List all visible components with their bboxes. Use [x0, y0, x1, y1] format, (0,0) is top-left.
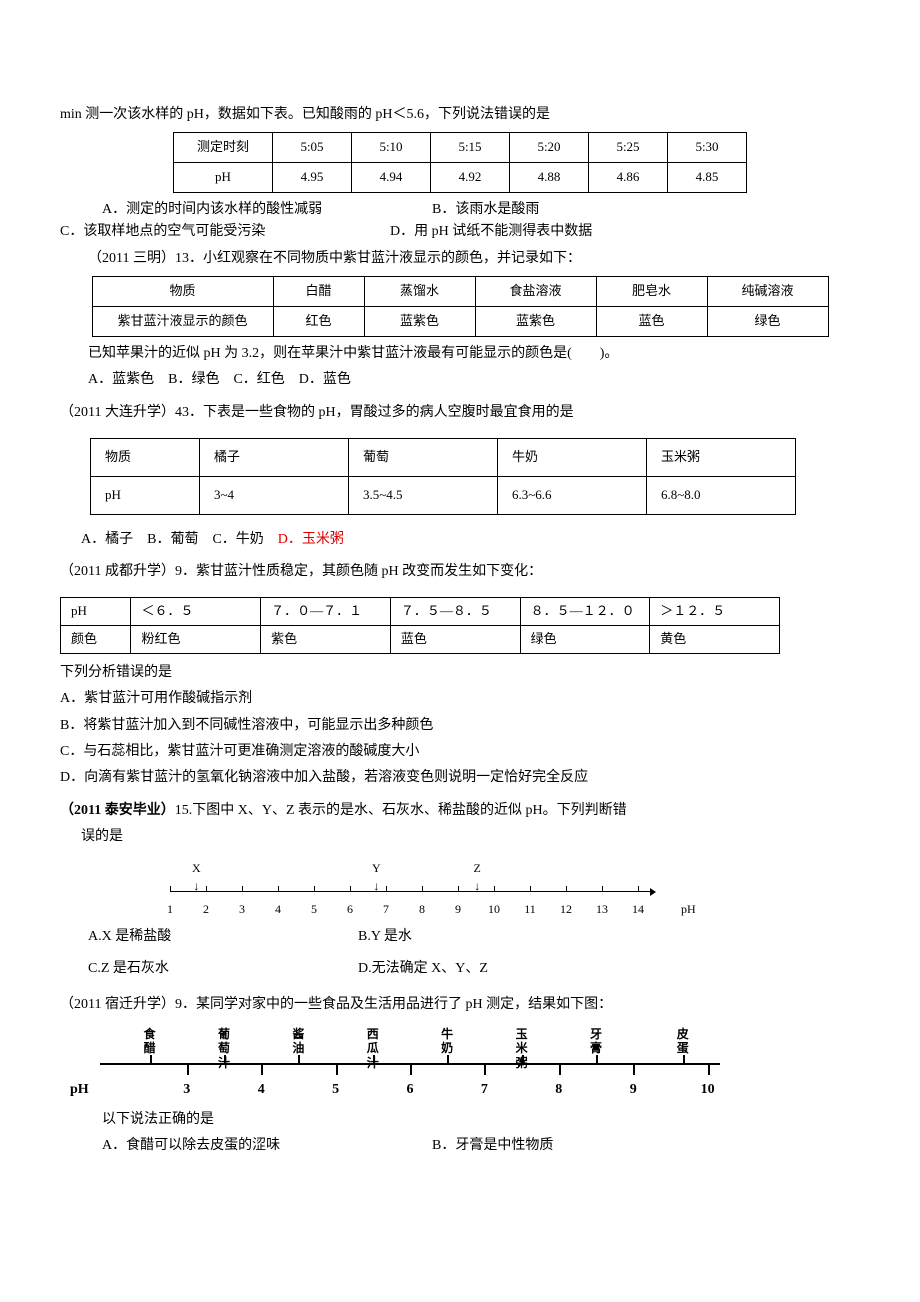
- cell: 3.5~4.5: [349, 476, 498, 514]
- cell: 绿色: [707, 306, 828, 336]
- q3-stem: （2011 大连升学）43．下表是一些食物的 pH，胃酸过多的病人空腹时最宜食用…: [60, 402, 860, 424]
- q5-D: D.无法确定 X、Y、Z: [358, 958, 588, 980]
- q6-opts: A．食醋可以除去皮蛋的涩味 B．牙膏是中性物质: [60, 1135, 860, 1157]
- cell: 物质: [91, 438, 200, 476]
- table-row: pH 4.95 4.94 4.92 4.88 4.86 4.85: [174, 163, 747, 193]
- cell: 4.94: [352, 163, 431, 193]
- cell: 牛奶: [498, 438, 647, 476]
- xyz-chart: XYZ ↓↓↓ 1234567891011121314pH: [170, 859, 650, 916]
- table-row: pH 3~4 3.5~4.5 6.3~6.6 6.8~8.0: [91, 476, 796, 514]
- cell: 蓝紫色: [364, 306, 475, 336]
- cell: 测定时刻: [174, 133, 273, 163]
- cell: 4.85: [668, 163, 747, 193]
- q2-line2: 已知苹果汁的近似 pH 为 3.2，则在苹果汁中紫甘蓝汁液最有可能显示的颜色是(…: [60, 343, 860, 365]
- q4-table: pH ＜６．５ ７．０—７．１ ７．５—８．５ ８．５—１２．０ ＞１２．５ 颜…: [60, 597, 780, 654]
- q5-B: B.Y 是水: [358, 926, 588, 948]
- q4-B: B．将紫甘蓝汁加入到不同碱性溶液中，可能显示出多种颜色: [60, 715, 860, 737]
- q3-opts-abc: A．橘子 B．葡萄 C．牛奶: [81, 532, 278, 547]
- cell: pH: [174, 163, 273, 193]
- table-row: 物质 橘子 葡萄 牛奶 玉米粥: [91, 438, 796, 476]
- cell: 颜色: [61, 626, 131, 654]
- q5-opts: A.X 是稀盐酸 B.Y 是水 C.Z 是石灰水 D.无法确定 X、Y、Z: [88, 926, 860, 981]
- cell: 粉红色: [131, 626, 261, 654]
- cell: 5:30: [668, 133, 747, 163]
- q1-opts-row1: A．测定的时间内该水样的酸性减弱 B．该雨水是酸雨: [60, 199, 860, 221]
- q5-stem: （2011 泰安毕业）15.下图中 X、Y、Z 表示的是水、石灰水、稀盐酸的近似…: [60, 800, 860, 822]
- q6-A: A．食醋可以除去皮蛋的涩味: [102, 1135, 432, 1157]
- ph-label: pH: [70, 1079, 89, 1101]
- q5-stem-c: 误的是: [60, 826, 860, 848]
- cell: 红色: [273, 306, 364, 336]
- table-row: 测定时刻 5:05 5:10 5:15 5:20 5:25 5:30: [174, 133, 747, 163]
- cell: 绿色: [520, 626, 650, 654]
- q1-optC: C．该取样地点的空气可能受污染: [60, 221, 390, 243]
- q6-lead: 以下说法正确的是: [60, 1109, 860, 1131]
- table-row: 物质 白醋 蒸馏水 食盐溶液 肥皂水 纯碱溶液: [92, 277, 828, 307]
- cell: ７．０—７．１: [261, 598, 391, 626]
- q5-C: C.Z 是石灰水: [88, 958, 318, 980]
- q3-optD: D．玉米粥: [278, 532, 344, 547]
- cell: 蓝紫色: [475, 306, 596, 336]
- table-row: 颜色 粉红色 紫色 蓝色 绿色 黄色: [61, 626, 780, 654]
- q4-A: A．紫甘蓝汁可用作酸碱指示剂: [60, 688, 860, 710]
- cell: 5:15: [431, 133, 510, 163]
- q1-optB: B．该雨水是酸雨: [432, 199, 539, 221]
- cell: 6.8~8.0: [647, 476, 796, 514]
- cell: ８．５—１２．０: [520, 598, 650, 626]
- q2-table: 物质 白醋 蒸馏水 食盐溶液 肥皂水 纯碱溶液 紫甘蓝汁液显示的颜色 红色 蓝紫…: [92, 276, 829, 337]
- cell: ＞１２．５: [650, 598, 780, 626]
- cell: 黄色: [650, 626, 780, 654]
- q5-stem-a: （2011 泰安毕业）: [60, 803, 175, 818]
- cell: 紫色: [261, 626, 391, 654]
- q2-stem: （2011 三明）13．小红观察在不同物质中紫甘蓝汁液显示的颜色，并记录如下：: [60, 248, 860, 270]
- cell: 食盐溶液: [475, 277, 596, 307]
- cell: 玉米粥: [647, 438, 796, 476]
- q6-B: B．牙膏是中性物质: [432, 1135, 553, 1157]
- ph-food-chart: 食醋葡萄汁酱油西瓜汁牛奶玉米粥牙膏皮蛋 pH345678910: [100, 1027, 720, 1099]
- cell: 物质: [92, 277, 273, 307]
- cell: ＜６．５: [131, 598, 261, 626]
- q4-stem: （2011 成都升学）9．紫甘蓝汁性质稳定，其颜色随 pH 改变而发生如下变化：: [60, 561, 860, 583]
- cell: 4.95: [273, 163, 352, 193]
- cell: 白醋: [273, 277, 364, 307]
- q4-D: D．向滴有紫甘蓝汁的氢氧化钠溶液中加入盐酸，若溶液变色则说明一定恰好完全反应: [60, 767, 860, 789]
- q1-intro: min 测一次该水样的 pH，数据如下表。已知酸雨的 pH＜5.6，下列说法错误…: [60, 104, 860, 126]
- cell: ７．５—８．５: [390, 598, 520, 626]
- q1-opts-row2: C．该取样地点的空气可能受污染 D．用 pH 试纸不能测得表中数据: [60, 221, 860, 243]
- q6-stem: （2011 宿迁升学）9．某同学对家中的一些食品及生活用品进行了 pH 测定，结…: [60, 994, 860, 1016]
- cell: 蓝色: [596, 306, 707, 336]
- cell: 4.86: [589, 163, 668, 193]
- q5-stem-b: 15.下图中 X、Y、Z 表示的是水、石灰水、稀盐酸的近似 pH。下列判断错: [175, 803, 627, 818]
- cell: 橘子: [200, 438, 349, 476]
- q4-C: C．与石蕊相比，紫甘蓝汁可更准确测定溶液的酸碱度大小: [60, 741, 860, 763]
- q2-opts: A．蓝紫色 B．绿色 C．红色 D．蓝色: [60, 369, 860, 391]
- q1-optA: A．测定的时间内该水样的酸性减弱: [102, 199, 432, 221]
- cell: pH: [61, 598, 131, 626]
- table-row: pH ＜６．５ ７．０—７．１ ７．５—８．５ ８．５—１２．０ ＞１２．５: [61, 598, 780, 626]
- cell: 5:20: [510, 133, 589, 163]
- cell: 蓝色: [390, 626, 520, 654]
- cell: 5:25: [589, 133, 668, 163]
- q1-optD: D．用 pH 试纸不能测得表中数据: [390, 221, 592, 243]
- q1-table: 测定时刻 5:05 5:10 5:15 5:20 5:25 5:30 pH 4.…: [173, 132, 747, 193]
- cell: 4.88: [510, 163, 589, 193]
- q3-table: 物质 橘子 葡萄 牛奶 玉米粥 pH 3~4 3.5~4.5 6.3~6.6 6…: [90, 438, 796, 515]
- cell: 肥皂水: [596, 277, 707, 307]
- q5-A: A.X 是稀盐酸: [88, 926, 318, 948]
- table-row: 紫甘蓝汁液显示的颜色 红色 蓝紫色 蓝紫色 蓝色 绿色: [92, 306, 828, 336]
- cell: 5:05: [273, 133, 352, 163]
- q4-lead: 下列分析错误的是: [60, 662, 860, 684]
- cell: 6.3~6.6: [498, 476, 647, 514]
- cell: 5:10: [352, 133, 431, 163]
- cell: 纯碱溶液: [707, 277, 828, 307]
- cell: 葡萄: [349, 438, 498, 476]
- cell: pH: [91, 476, 200, 514]
- cell: 蒸馏水: [364, 277, 475, 307]
- q3-opts: A．橘子 B．葡萄 C．牛奶 D．玉米粥: [60, 529, 860, 551]
- cell: 紫甘蓝汁液显示的颜色: [92, 306, 273, 336]
- cell: 4.92: [431, 163, 510, 193]
- cell: 3~4: [200, 476, 349, 514]
